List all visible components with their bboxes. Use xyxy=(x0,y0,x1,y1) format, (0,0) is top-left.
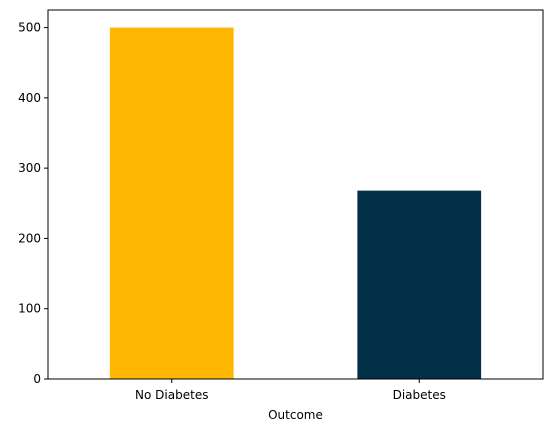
bar-no-diabetes xyxy=(109,27,234,379)
y-tick-label: 100 xyxy=(18,302,41,316)
y-tick-label: 400 xyxy=(18,91,41,105)
x-tick-label: Diabetes xyxy=(393,388,446,402)
plot-frame xyxy=(47,9,544,380)
y-tick-label: 500 xyxy=(18,21,41,35)
y-tick-label: 200 xyxy=(18,231,41,245)
bars-group xyxy=(109,27,482,379)
x-axis: No Diabetes Diabetes xyxy=(135,379,446,402)
y-tick-label: 0 xyxy=(33,372,41,386)
bar-diabetes xyxy=(357,190,482,379)
x-axis-title: Outcome xyxy=(268,408,323,422)
x-tick-label: No Diabetes xyxy=(135,388,208,402)
y-tick-label: 300 xyxy=(18,161,41,175)
y-axis: 0 100 200 300 400 500 xyxy=(18,21,48,386)
